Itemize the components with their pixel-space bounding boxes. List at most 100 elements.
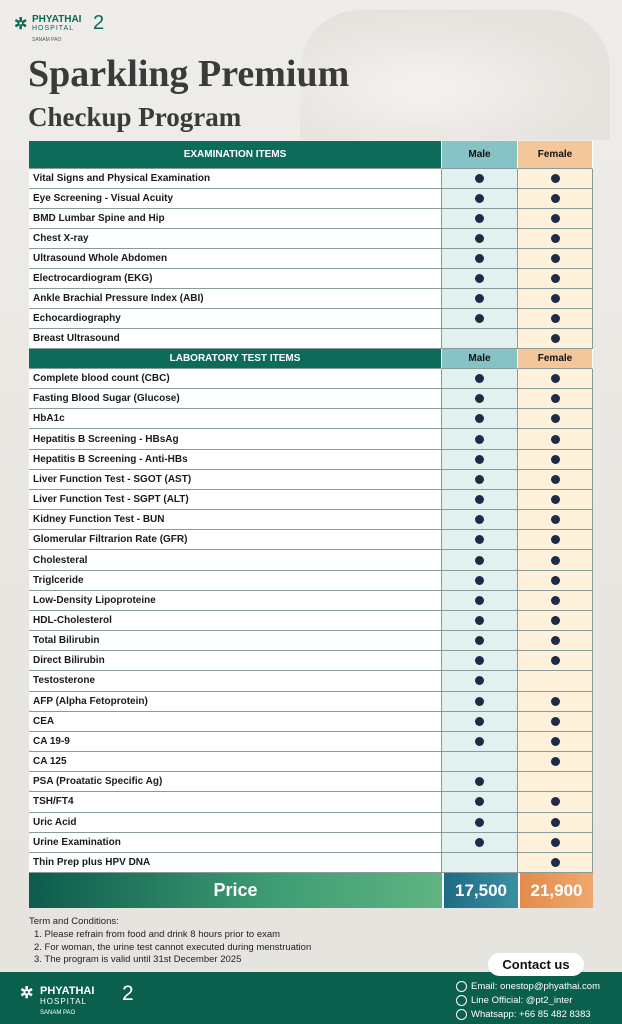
- male-cell: [442, 631, 518, 652]
- check-dot: [550, 174, 560, 183]
- check-dot: [550, 797, 560, 807]
- price-label: Price: [29, 873, 442, 908]
- male-cell: [442, 209, 518, 229]
- female-cell: [518, 852, 593, 873]
- footer-band: [0, 972, 622, 1024]
- title-line1: Sparkling Premium: [28, 53, 350, 95]
- male-cell: [442, 249, 518, 269]
- item-name: Kidney Function Test - BUN: [29, 510, 442, 531]
- male-cell: [442, 329, 518, 349]
- female-cell: [518, 249, 593, 269]
- footer-logo-num: 2: [122, 982, 134, 1005]
- check-dot: [475, 636, 484, 646]
- item-name: Low-Density Lipoproteine: [29, 590, 442, 611]
- male-cell: [442, 269, 518, 289]
- item-name: Direct Bilirubin: [29, 651, 442, 672]
- check-dot: [475, 174, 484, 183]
- item-name: CA 125: [29, 752, 442, 773]
- check-dot: [475, 434, 484, 444]
- male-cell: [442, 389, 518, 410]
- email-icon: [456, 981, 467, 992]
- check-dot: [550, 837, 560, 847]
- term-item: 3. The program is valid until 31st Decem…: [34, 954, 242, 965]
- item-name: Fasting Blood Sugar (Glucose): [29, 389, 442, 410]
- check-dot: [550, 214, 560, 223]
- check-dot: [475, 676, 484, 686]
- item-name: Vital Signs and Physical Examination: [29, 169, 442, 189]
- check-dot: [475, 214, 484, 223]
- male-cell: [442, 469, 518, 490]
- female-cell: [518, 772, 593, 793]
- item-name: Uric Acid: [29, 812, 442, 833]
- footer-logo-branch: SANAM PAO: [40, 1010, 76, 1016]
- footer-line[interactable]: Line Official: @pt2_inter: [471, 995, 573, 1006]
- term-item: 1. Please refrain from food and drink 8 …: [34, 929, 281, 940]
- check-dot: [475, 535, 484, 545]
- item-name: Triglceride: [29, 570, 442, 591]
- male-cell: [442, 550, 518, 571]
- whatsapp-icon: [456, 1009, 467, 1020]
- check-dot: [550, 817, 560, 827]
- terms-title: Term and Conditions:: [29, 916, 119, 927]
- check-dot: [550, 414, 560, 424]
- check-dot: [475, 797, 484, 807]
- check-dot: [475, 194, 484, 203]
- female-cell: [518, 229, 593, 249]
- section-header-cell: Male: [442, 141, 518, 169]
- male-cell: [442, 169, 518, 189]
- check-dot: [550, 757, 560, 767]
- check-dot: [475, 394, 484, 404]
- female-cell: [518, 631, 593, 652]
- contact-button[interactable]: Contact us: [488, 953, 584, 976]
- check-dot: [550, 656, 560, 666]
- check-dot: [550, 294, 560, 303]
- female-cell: [518, 792, 593, 813]
- female-cell: [518, 369, 593, 390]
- female-cell: [518, 469, 593, 490]
- female-cell: [518, 691, 593, 712]
- footer-logo-icon: ✲: [20, 985, 34, 1002]
- item-name: Hepatitis B Screening - HBsAg: [29, 429, 442, 450]
- male-cell: [442, 369, 518, 390]
- section-header-cell: Male: [442, 349, 518, 369]
- check-dot: [550, 234, 560, 243]
- male-cell: [442, 309, 518, 329]
- item-name: Ultrasound Whole Abdomen: [29, 249, 442, 269]
- footer-logo-sub: HOSPITAL: [40, 997, 87, 1006]
- check-dot: [475, 817, 484, 827]
- check-dot: [475, 515, 484, 525]
- female-cell: [518, 449, 593, 470]
- item-name: Breast Ultrasound: [29, 329, 442, 349]
- female-cell: [518, 409, 593, 430]
- logo-num: 2: [93, 12, 105, 34]
- female-cell: [518, 671, 593, 692]
- male-cell: [442, 832, 518, 853]
- male-cell: [442, 752, 518, 773]
- female-cell: [518, 209, 593, 229]
- female-cell: [518, 711, 593, 732]
- check-dot: [475, 274, 484, 283]
- male-cell: [442, 651, 518, 672]
- item-name: PSA (Proatatic Specific Ag): [29, 772, 442, 793]
- item-name: HDL-Cholesterol: [29, 610, 442, 632]
- check-dot: [550, 575, 560, 585]
- male-cell: [442, 590, 518, 611]
- check-dot: [475, 374, 484, 384]
- check-dot: [475, 716, 484, 726]
- female-cell: [518, 651, 593, 672]
- male-cell: [442, 489, 518, 511]
- item-name: Eye Screening - Visual Acuity: [29, 189, 442, 209]
- footer-whatsapp[interactable]: Whatsapp: +66 85 482 8383: [471, 1009, 591, 1020]
- section-header-cell: EXAMINATION ITEMS: [29, 141, 442, 169]
- photo-area: [300, 10, 610, 140]
- male-cell: [442, 530, 518, 551]
- check-dot: [475, 555, 484, 565]
- male-cell: [442, 409, 518, 430]
- checkup-table: EXAMINATION ITEMS Male Female Vital Signs a…: [29, 141, 593, 908]
- item-name: CEA: [29, 711, 442, 732]
- item-name: TSH/FT4: [29, 792, 442, 813]
- male-cell: [442, 610, 518, 632]
- check-dot: [550, 535, 560, 545]
- footer-email[interactable]: Email: onestop@phyathai.com: [471, 981, 600, 992]
